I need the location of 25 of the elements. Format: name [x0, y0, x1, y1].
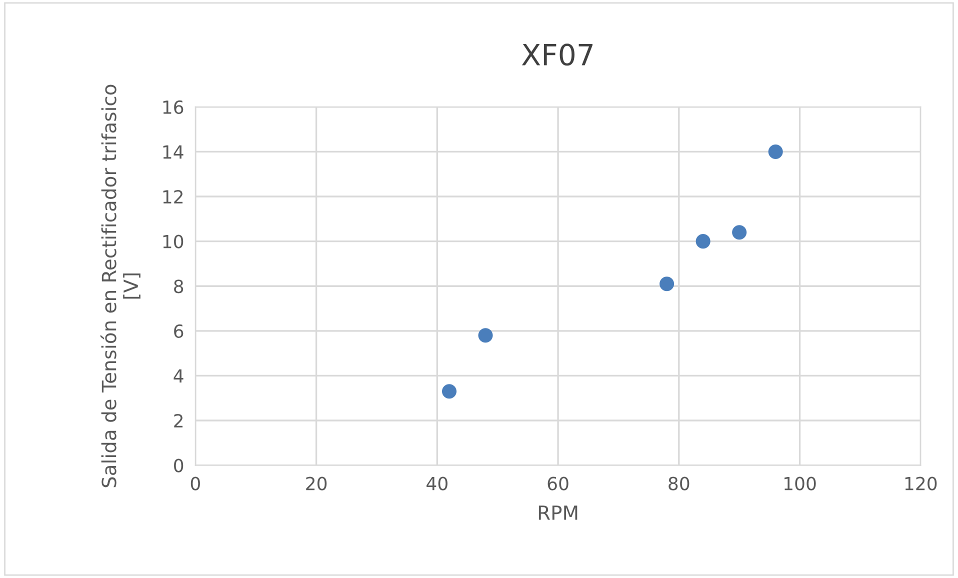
x-tick-label: 0: [190, 476, 200, 490]
y-axis-title: Salida de Tensión en Rectificador trifasico [V]: [100, 84, 140, 488]
y-tick-label: 0: [174, 458, 184, 472]
point: [478, 328, 493, 343]
x-tick-label: 100: [784, 476, 816, 490]
point: [696, 234, 710, 249]
x-tick-label: 80: [668, 476, 690, 490]
x-tick-label: 120: [905, 476, 937, 490]
x-tick-label: 60: [548, 476, 568, 490]
y-tick-label: 2: [174, 414, 183, 428]
y-tick-label: 6: [174, 324, 184, 338]
point: [442, 384, 457, 399]
x-axis-title: RPM: [538, 506, 578, 520]
point: [768, 144, 783, 160]
point: [660, 276, 674, 292]
y-tick-label: 4: [174, 369, 184, 383]
point: [732, 225, 747, 240]
x-tick-label: 40: [426, 476, 448, 490]
y-tick-label: 12: [163, 190, 183, 204]
y-tick-label: 10: [163, 234, 184, 248]
y-tick-label: 16: [163, 100, 184, 114]
x-tick-label: 20: [306, 476, 327, 490]
chart-title: XF07: [522, 44, 592, 66]
y-tick-label: 14: [163, 145, 184, 159]
y-tick-label: 8: [174, 280, 184, 294]
